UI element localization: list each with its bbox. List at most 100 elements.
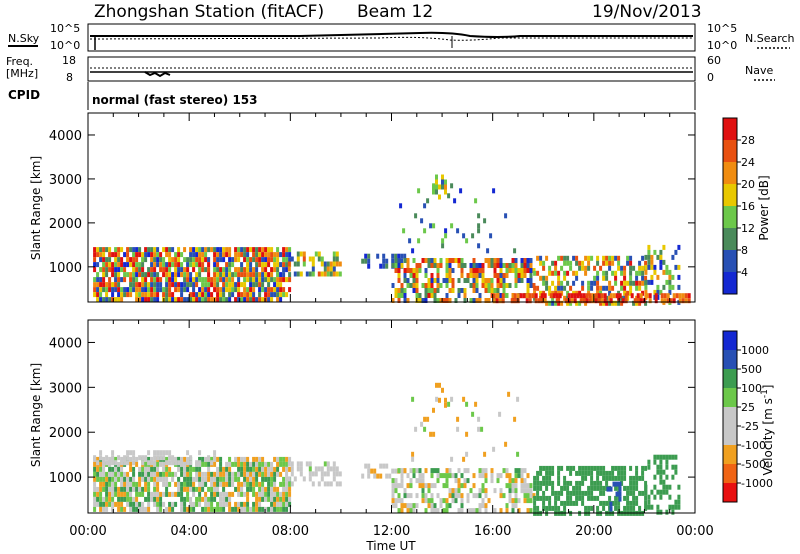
data-cell [138, 471, 142, 477]
data-cell [144, 252, 148, 258]
data-cell [525, 293, 529, 299]
data-cell [326, 461, 330, 467]
data-cell [332, 476, 336, 482]
data-cell [554, 260, 558, 266]
data-cell [240, 466, 244, 472]
data-cell [219, 297, 223, 303]
data-cell [189, 262, 193, 268]
data-cell [222, 257, 226, 263]
data-cell [584, 470, 588, 476]
data-cell [665, 264, 669, 270]
data-cell [510, 298, 514, 304]
data-cell [240, 456, 244, 462]
data-cell [123, 287, 127, 293]
data-cell [575, 495, 579, 501]
data-cell [192, 486, 196, 492]
data-cell [659, 509, 663, 515]
data-cell [618, 293, 622, 299]
data-cell [120, 501, 124, 507]
data-cell [675, 293, 679, 299]
data-cell [123, 277, 127, 283]
y-tick-label: 2000 [49, 217, 82, 232]
data-cell [593, 265, 597, 271]
data-cell [370, 468, 374, 474]
y-tick-label: 3000 [49, 173, 82, 188]
data-cell [444, 228, 448, 234]
data-cell [234, 506, 238, 512]
data-cell [216, 257, 220, 263]
data-cell [551, 505, 555, 511]
data-cell [213, 481, 217, 487]
data-cell [406, 283, 410, 288]
data-cell [207, 471, 211, 477]
data-cell [246, 476, 250, 482]
data-cell [575, 500, 579, 506]
data-cell [671, 254, 675, 260]
data-cell [644, 279, 648, 285]
data-cell [483, 451, 487, 457]
data-cell [442, 498, 446, 504]
colorbar-segment [723, 407, 737, 426]
data-cell [448, 258, 452, 263]
data-cell [270, 506, 274, 512]
data-cell [213, 491, 217, 497]
data-cell [626, 255, 630, 261]
data-cell [282, 501, 286, 507]
data-cell [526, 473, 530, 479]
data-cell [457, 483, 461, 489]
data-cell [96, 466, 100, 472]
data-cell [225, 491, 229, 497]
data-cell [249, 292, 253, 298]
data-cell [222, 491, 226, 497]
data-cell [228, 297, 232, 303]
data-cell [463, 468, 467, 474]
data-cell [93, 277, 97, 283]
data-cell [539, 470, 543, 476]
data-cell [261, 471, 265, 477]
data-cell [391, 298, 395, 303]
data-cell [587, 265, 591, 271]
data-cell [165, 481, 169, 487]
data-cell [264, 252, 268, 258]
data-cell [412, 288, 416, 293]
cpid-label: CPID [8, 88, 40, 102]
data-cell [454, 493, 458, 499]
data-cell [623, 270, 627, 276]
data-cell [457, 263, 461, 268]
data-cell [261, 456, 265, 462]
data-cell [189, 481, 193, 487]
data-cell [572, 270, 576, 276]
data-cell [653, 269, 657, 275]
data-cell [132, 257, 136, 263]
data-cell [180, 272, 184, 278]
data-cell [620, 285, 624, 291]
data-cell [626, 495, 630, 501]
data-cell [644, 504, 648, 510]
data-cell [460, 498, 464, 504]
data-cell [264, 277, 268, 283]
data-cell [566, 280, 570, 286]
colorbar-segment [723, 272, 737, 294]
data-cell [156, 287, 160, 293]
data-cell [594, 293, 598, 299]
data-cell [412, 468, 416, 474]
data-cell [554, 265, 558, 271]
data-cell [526, 483, 530, 489]
data-cell [150, 252, 154, 258]
data-cell [120, 496, 124, 502]
data-cell [246, 292, 250, 298]
data-cell [472, 493, 476, 499]
data-cell [647, 279, 651, 285]
data-cell [584, 265, 588, 271]
data-cell [105, 272, 109, 278]
data-cell [520, 468, 524, 474]
data-cell [105, 247, 109, 253]
data-cell [102, 486, 106, 492]
data-cell [609, 501, 613, 507]
data-cell [511, 498, 515, 504]
data-cell [523, 498, 527, 504]
data-cell [611, 475, 615, 481]
data-cell [606, 486, 610, 492]
data-cell [472, 288, 476, 293]
time-axis: 00:00 04:00 08:00 12:00 16:00 20:00 00:00 [69, 524, 713, 539]
